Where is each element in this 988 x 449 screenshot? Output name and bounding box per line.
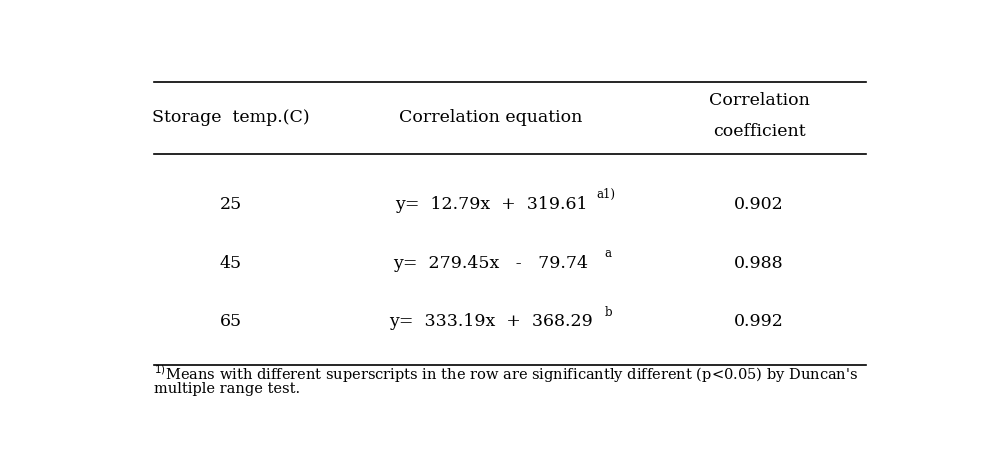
Text: y=  333.19x  +  368.29: y= 333.19x + 368.29 [389,313,593,330]
Text: Correlation: Correlation [708,92,809,109]
Text: 0.988: 0.988 [734,255,783,272]
Text: 65: 65 [219,313,242,330]
Text: coefficient: coefficient [712,123,805,140]
Text: y=  279.45x   -   79.74: y= 279.45x - 79.74 [393,255,589,272]
Text: 0.992: 0.992 [734,313,783,330]
Text: $^{1)}$Means with different superscripts in the row are significantly different : $^{1)}$Means with different superscripts… [154,363,859,384]
Text: b: b [605,306,612,319]
Text: 0.902: 0.902 [734,196,783,213]
Text: a1): a1) [597,188,616,201]
Text: y=  12.79x  +  319.61: y= 12.79x + 319.61 [395,196,587,213]
Text: a: a [605,247,612,260]
Text: Storage  temp.(C): Storage temp.(C) [152,110,309,126]
Text: 45: 45 [219,255,242,272]
Text: Correlation equation: Correlation equation [399,110,583,126]
Text: 25: 25 [219,196,242,213]
Text: multiple range test.: multiple range test. [154,382,300,396]
